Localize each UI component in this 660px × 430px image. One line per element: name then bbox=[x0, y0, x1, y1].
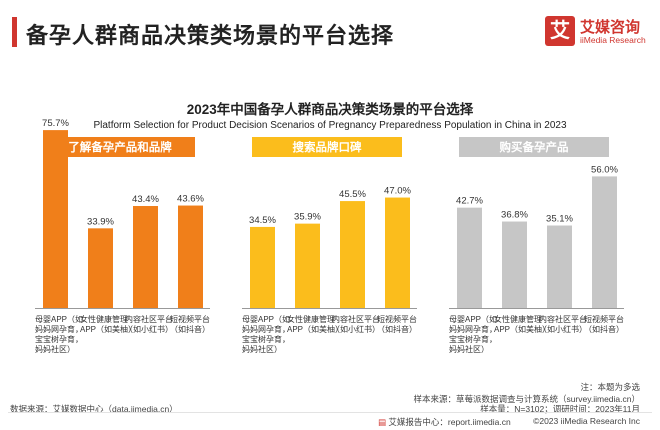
category-tick-label-line: （如小红书） bbox=[332, 324, 380, 334]
note-multiple-choice: 注：本题为多选 bbox=[580, 382, 640, 392]
group-header-label: 了解备孕产品和品牌 bbox=[68, 140, 172, 154]
bar-value-label: 35.1% bbox=[546, 214, 573, 225]
category-tick-label-line: （如抖音） bbox=[170, 324, 210, 334]
category-tick-label-line: 宝宝树孕育， bbox=[242, 334, 290, 344]
bar-value-label: 42.7% bbox=[456, 196, 483, 207]
category-tick-label-line: 母婴APP（如 bbox=[242, 314, 290, 324]
category-tick-label-line: 妈妈网孕育， bbox=[242, 324, 290, 334]
title-accent-bar bbox=[12, 17, 17, 47]
bar bbox=[592, 176, 617, 308]
category-tick-label-line: （如小红书） bbox=[539, 324, 587, 334]
category-tick-label: 母婴APP（如妈妈网孕育，宝宝树孕育，妈妈社区） bbox=[449, 314, 497, 354]
bar-value-label: 34.5% bbox=[249, 215, 276, 226]
category-tick-label-line: 妈妈网孕育， bbox=[449, 324, 497, 334]
bar bbox=[250, 226, 275, 308]
category-tick-label-line: （如小红书） bbox=[125, 324, 173, 334]
category-tick-label-line: 母婴APP（如 bbox=[35, 314, 83, 324]
category-tick-label-line: 母婴APP（如 bbox=[449, 314, 497, 324]
category-tick-label-line: （如抖音） bbox=[584, 324, 624, 334]
group-header-banner bbox=[459, 137, 609, 157]
category-tick-label-line: 妈妈社区） bbox=[449, 344, 489, 354]
bar bbox=[547, 225, 572, 308]
group-header-label: 搜索品牌口碑 bbox=[293, 140, 362, 154]
group-header-banner bbox=[45, 137, 195, 157]
bar-value-label: 36.8% bbox=[501, 210, 528, 221]
category-tick-label: 内容社区平台（如小红书） bbox=[125, 314, 173, 334]
category-tick-label: 内容社区平台（如小红书） bbox=[332, 314, 380, 334]
category-tick-label-line: APP（如美柚） bbox=[494, 324, 550, 334]
category-tick-label-line: 妈妈网孕育， bbox=[35, 324, 83, 334]
footer-divider bbox=[8, 412, 652, 413]
bar-value-label: 45.5% bbox=[339, 189, 366, 200]
logo-text-cn: 艾媒咨询 bbox=[580, 19, 641, 36]
category-tick-label: 母婴APP（如妈妈网孕育，宝宝树孕育，妈妈社区） bbox=[35, 314, 83, 354]
bar-value-label: 43.4% bbox=[132, 194, 159, 205]
bar-value-label: 47.0% bbox=[384, 186, 411, 197]
bar-value-label: 33.9% bbox=[87, 216, 114, 227]
category-tick-label: 女性健康管理 APP（如美柚） bbox=[494, 314, 550, 334]
category-tick-label-line: 女性健康管理 bbox=[80, 314, 128, 324]
category-tick-label-line: 宝宝树孕育， bbox=[35, 334, 83, 344]
category-tick-label: 女性健康管理 APP（如美柚） bbox=[287, 314, 343, 334]
sample-source: 样本来源：草莓派数据调查与计算系统（survey.iimedia.cn） bbox=[413, 394, 640, 404]
category-tick-label-line: 女性健康管理 bbox=[287, 314, 335, 324]
chart-subtitle: Platform Selection for Product Decision … bbox=[93, 120, 567, 131]
category-tick-label-line: 女性健康管理 bbox=[494, 314, 542, 324]
group-header-banner bbox=[252, 137, 402, 157]
category-tick-label-line: 宝宝树孕育， bbox=[449, 334, 497, 344]
bar-value-label: 43.6% bbox=[177, 194, 204, 205]
report-center-link[interactable]: 艾媒报告中心：report.iimedia.cn bbox=[388, 417, 511, 427]
category-tick-label: 短视频平台（如抖音） bbox=[584, 314, 624, 334]
bar-value-label: 56.0% bbox=[591, 164, 618, 175]
chart-title: 2023年中国备孕人群商品决策类场景的平台选择 bbox=[186, 102, 474, 117]
category-tick-label-line: 妈妈社区） bbox=[242, 344, 282, 354]
bar bbox=[88, 228, 113, 308]
bar-value-label: 35.9% bbox=[294, 212, 321, 223]
bar-value-label: 75.7% bbox=[42, 118, 69, 129]
category-tick-label-line: 短视频平台 bbox=[377, 314, 417, 324]
category-tick-label: 短视频平台（如抖音） bbox=[377, 314, 417, 334]
bar bbox=[385, 197, 410, 308]
bar bbox=[502, 221, 527, 308]
category-tick-label-line: 内容社区平台 bbox=[539, 314, 587, 324]
page-title: 备孕人群商品决策类场景的平台选择 bbox=[26, 23, 395, 48]
category-tick-label-line: 短视频平台 bbox=[170, 314, 210, 324]
category-tick-label-line: APP（如美柚） bbox=[287, 324, 343, 334]
category-tick-label: 内容社区平台（如小红书） bbox=[539, 314, 587, 334]
category-tick-label-line: 短视频平台 bbox=[584, 314, 624, 324]
category-tick-label-line: 内容社区平台 bbox=[125, 314, 173, 324]
footer-report-center[interactable]: ▤ 艾媒报告中心：report.iimedia.cn bbox=[378, 416, 511, 428]
logo-mark-icon: 艾 bbox=[545, 16, 575, 46]
category-tick-label: 短视频平台（如抖音） bbox=[170, 314, 210, 334]
category-tick-label: 母婴APP（如妈妈网孕育，宝宝树孕育，妈妈社区） bbox=[242, 314, 290, 354]
logo-text-en: iiMedia Research bbox=[580, 35, 646, 45]
category-tick-label: 女性健康管理 APP（如美柚） bbox=[80, 314, 136, 334]
footer-copyright: ©2023 iiMedia Research Inc bbox=[533, 416, 640, 426]
category-tick-label-line: 内容社区平台 bbox=[332, 314, 380, 324]
data-source: 数据来源：艾媒数据中心（data.iimedia.cn） bbox=[10, 404, 178, 414]
group-header-label: 购买备孕产品 bbox=[500, 140, 569, 154]
iimedia-logo: 艾 艾媒咨询 iiMedia Research bbox=[545, 14, 650, 50]
category-tick-label-line: 妈妈社区） bbox=[35, 344, 75, 354]
category-tick-label-line: APP（如美柚） bbox=[80, 324, 136, 334]
bar bbox=[340, 201, 365, 308]
bar bbox=[457, 207, 482, 308]
bar bbox=[178, 205, 203, 308]
bar bbox=[133, 206, 158, 308]
sample-size: 样本量：N=3102；调研时间：2023年11月 bbox=[480, 404, 640, 414]
document-icon: ▤ bbox=[378, 417, 387, 427]
category-tick-label-line: （如抖音） bbox=[377, 324, 417, 334]
bar bbox=[43, 130, 68, 308]
bar bbox=[295, 223, 320, 308]
